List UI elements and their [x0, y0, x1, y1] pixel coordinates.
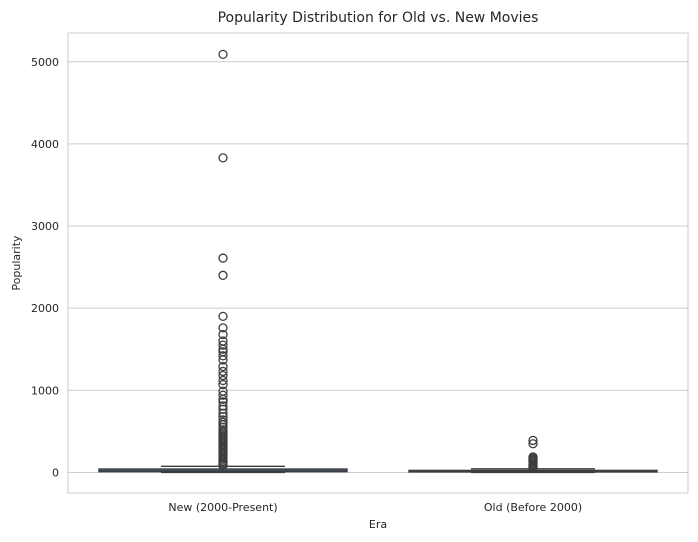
outlier-point [218, 153, 228, 163]
outlier-point [218, 394, 228, 405]
y-tick-label: 0 [52, 466, 59, 479]
outlier-point [528, 463, 538, 474]
grid-lines [68, 61, 688, 473]
plot-frame [67, 32, 689, 494]
outlier-point [218, 366, 228, 377]
outlier-point [218, 311, 228, 322]
outlier-point [218, 253, 228, 263]
outlier-point [218, 323, 228, 333]
boxes [98, 49, 658, 474]
x-tick-labels: New (2000-Present) Old (Before 2000) [168, 501, 582, 514]
y-tick-label: 2000 [31, 302, 59, 315]
x-axis-label: Era [369, 518, 387, 531]
y-tick-label: 3000 [31, 220, 59, 233]
outlier-point [218, 344, 228, 354]
y-tick-label: 4000 [31, 138, 59, 151]
outlier-point [218, 460, 228, 471]
outlier-point [218, 375, 228, 386]
outlier-point [218, 340, 228, 350]
outlier-point [528, 439, 538, 449]
outlier-point [218, 379, 228, 390]
chart-title: Popularity Distribution for Old vs. New … [218, 10, 539, 26]
outlier-point [528, 435, 538, 446]
y-tick-label: 5000 [31, 56, 59, 69]
outlier-point [218, 390, 228, 400]
x-tick-label: New (2000-Present) [168, 501, 277, 514]
x-tick-label: Old (Before 2000) [484, 501, 582, 514]
y-tick-labels: 0 1000 2000 3000 4000 5000 [31, 56, 59, 480]
y-tick-label: 1000 [31, 384, 59, 397]
box-group [408, 435, 658, 474]
outlier-point [218, 329, 228, 340]
box-group [98, 49, 348, 474]
outlier-point [218, 351, 228, 361]
outlier-point [218, 408, 228, 418]
y-axis-label: Popularity [10, 235, 23, 291]
outlier-point [218, 370, 228, 381]
outlier-point [218, 270, 228, 280]
outlier-point [218, 49, 228, 60]
outlier-point [218, 361, 228, 372]
outlier-point [218, 355, 228, 365]
